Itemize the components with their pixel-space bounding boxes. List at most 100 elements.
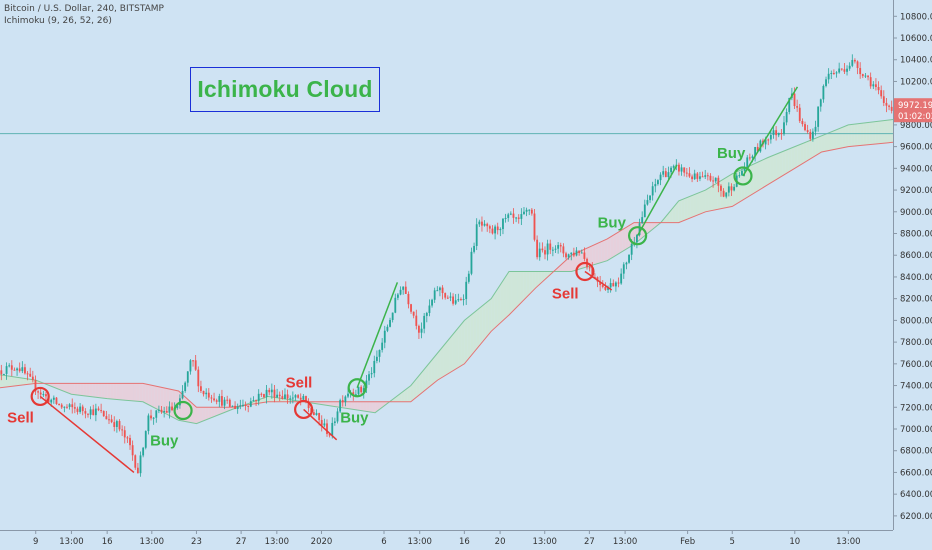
candle-body [160, 409, 163, 413]
candle-body [746, 157, 749, 168]
cloud-segment [842, 126, 846, 148]
x-tick-label: 23 [191, 537, 202, 547]
price-tag-timer: 01:02:02 [898, 112, 932, 122]
candle-body [394, 297, 397, 313]
buy-signal-label-1: Buy [150, 433, 179, 450]
sell-signal-line-4 [584, 270, 613, 291]
cloud-segment [765, 157, 768, 187]
candle-body [163, 411, 166, 413]
candle-body [580, 252, 583, 254]
candle-body [465, 281, 468, 300]
candle-body [528, 209, 531, 211]
candle-body [333, 421, 336, 423]
cloud-segment [196, 407, 200, 424]
cloud-segment [110, 383, 114, 400]
candle-body [743, 167, 746, 171]
cloud-segment [500, 280, 504, 324]
cloud-segment [71, 383, 75, 395]
cloud-segment [684, 197, 688, 221]
cloud-segment [336, 401, 340, 408]
candle-body [727, 186, 730, 193]
candle-body [861, 74, 864, 77]
candle-body [843, 69, 846, 72]
cloud-segment [333, 401, 337, 407]
candle-body [441, 287, 444, 294]
candle-body [16, 368, 18, 371]
candle-body [617, 282, 620, 284]
candle-body [641, 217, 644, 224]
cloud-segment [199, 407, 203, 423]
indicator-header: Ichimoku (9, 26, 52, 26) [4, 16, 112, 26]
cloud-segment [708, 186, 712, 212]
cloud-segment [607, 237, 611, 261]
candle-body [207, 392, 210, 398]
candle-body [396, 294, 399, 298]
candle-body [347, 393, 349, 397]
candle-body [37, 391, 40, 393]
candle-body [470, 251, 473, 274]
candle-body [181, 390, 184, 399]
candle-body [263, 394, 265, 398]
candle-body [50, 399, 53, 403]
cloud-segment [556, 266, 560, 272]
candle-body [418, 325, 420, 333]
candle-body [783, 122, 785, 135]
candle-body [462, 299, 465, 301]
candle-body [276, 394, 279, 398]
candle-body [344, 396, 347, 403]
candle-body [357, 386, 360, 395]
cloud-segment [568, 255, 572, 272]
candle-body [856, 61, 859, 69]
candle-body [415, 315, 418, 326]
candle-body [851, 59, 854, 66]
cloud-segment [267, 396, 271, 402]
candle-body [882, 96, 885, 103]
cloud-segment [598, 241, 602, 264]
cloud-segment [17, 377, 21, 386]
cloud-segment [520, 271, 524, 303]
candle-body [701, 176, 704, 178]
sell-signal-circle-4 [575, 261, 595, 282]
candle-body [66, 406, 68, 408]
candle-body [720, 185, 722, 191]
candle-body [433, 290, 436, 300]
cloud-segment [830, 130, 834, 151]
cloud-segment [663, 215, 667, 223]
candle-body [89, 409, 92, 415]
cloud-segment [506, 271, 510, 318]
candle-body [572, 252, 575, 256]
candle-body [73, 407, 76, 409]
candle-body [712, 180, 715, 182]
candle-body [504, 217, 507, 219]
cloud-segment [625, 226, 629, 250]
candle-body [239, 405, 242, 407]
candle-body [157, 409, 160, 411]
candle-body [614, 282, 617, 287]
cloud-segment [443, 342, 447, 377]
y-tick-label: 7400.00 [900, 382, 932, 392]
cloud-segment [839, 127, 843, 149]
candle-body [26, 373, 29, 375]
cloud-segment [782, 150, 786, 176]
cloud-segment [369, 401, 373, 413]
candle-body [846, 68, 848, 72]
cloud-segment [458, 324, 462, 368]
candle-body [890, 106, 893, 111]
candle-body [759, 140, 762, 152]
candle-body [562, 246, 565, 254]
cloud-segment [107, 383, 111, 399]
cloud-segment [604, 238, 608, 262]
candle-body [386, 326, 389, 331]
candle-body [864, 75, 867, 77]
candle-body [92, 409, 95, 416]
cloud-segment [440, 345, 444, 379]
cloud-segment [205, 407, 209, 421]
sell-signal-line-0 [39, 395, 135, 474]
cloud-segment [372, 401, 376, 413]
cloud-segment [422, 367, 426, 393]
candle-body [81, 406, 84, 412]
cloud-segment [794, 145, 798, 169]
candle-body [722, 190, 725, 197]
candle-body [567, 254, 570, 258]
